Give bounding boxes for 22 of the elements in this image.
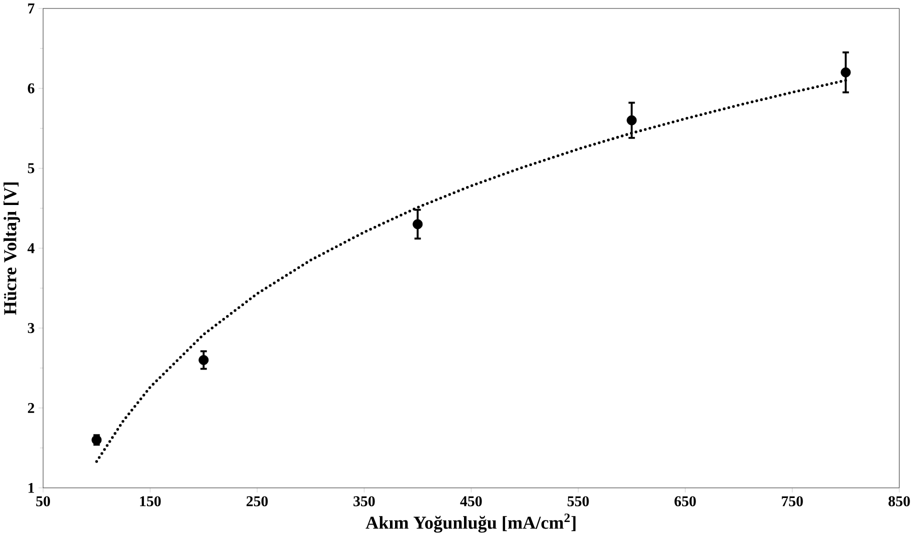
x-tick-label: 450 — [460, 496, 482, 506]
y-tick-label: 7 — [28, 3, 34, 14]
x-tick-label: 350 — [354, 496, 375, 506]
x-tick-label: 750 — [782, 496, 803, 506]
point — [198, 354, 209, 365]
y-tick-label: 1 — [28, 482, 34, 493]
x-tick-label: 250 — [246, 496, 268, 506]
point — [412, 219, 423, 230]
y-tick-label: 2 — [28, 402, 34, 413]
y-tick-label: 6 — [28, 83, 34, 94]
x-tick-label: 150 — [140, 496, 161, 506]
x-axis-title: Akım Yoğunluğu [mA/cm$^{2}$] — [366, 513, 576, 533]
x-tick-label: 50 — [36, 496, 50, 506]
x-tick-label: 550 — [568, 496, 589, 506]
point — [840, 67, 851, 78]
y-tick-label: 4 — [28, 243, 35, 253]
x-tick-label: 650 — [674, 496, 696, 506]
x-tick-label: 850 — [888, 496, 910, 506]
point — [626, 115, 637, 126]
y-axis-title: Hücre Voltajı [V] — [4, 182, 20, 315]
y-tick-label: 5 — [28, 163, 34, 174]
y-tick-label: 3 — [28, 322, 34, 333]
